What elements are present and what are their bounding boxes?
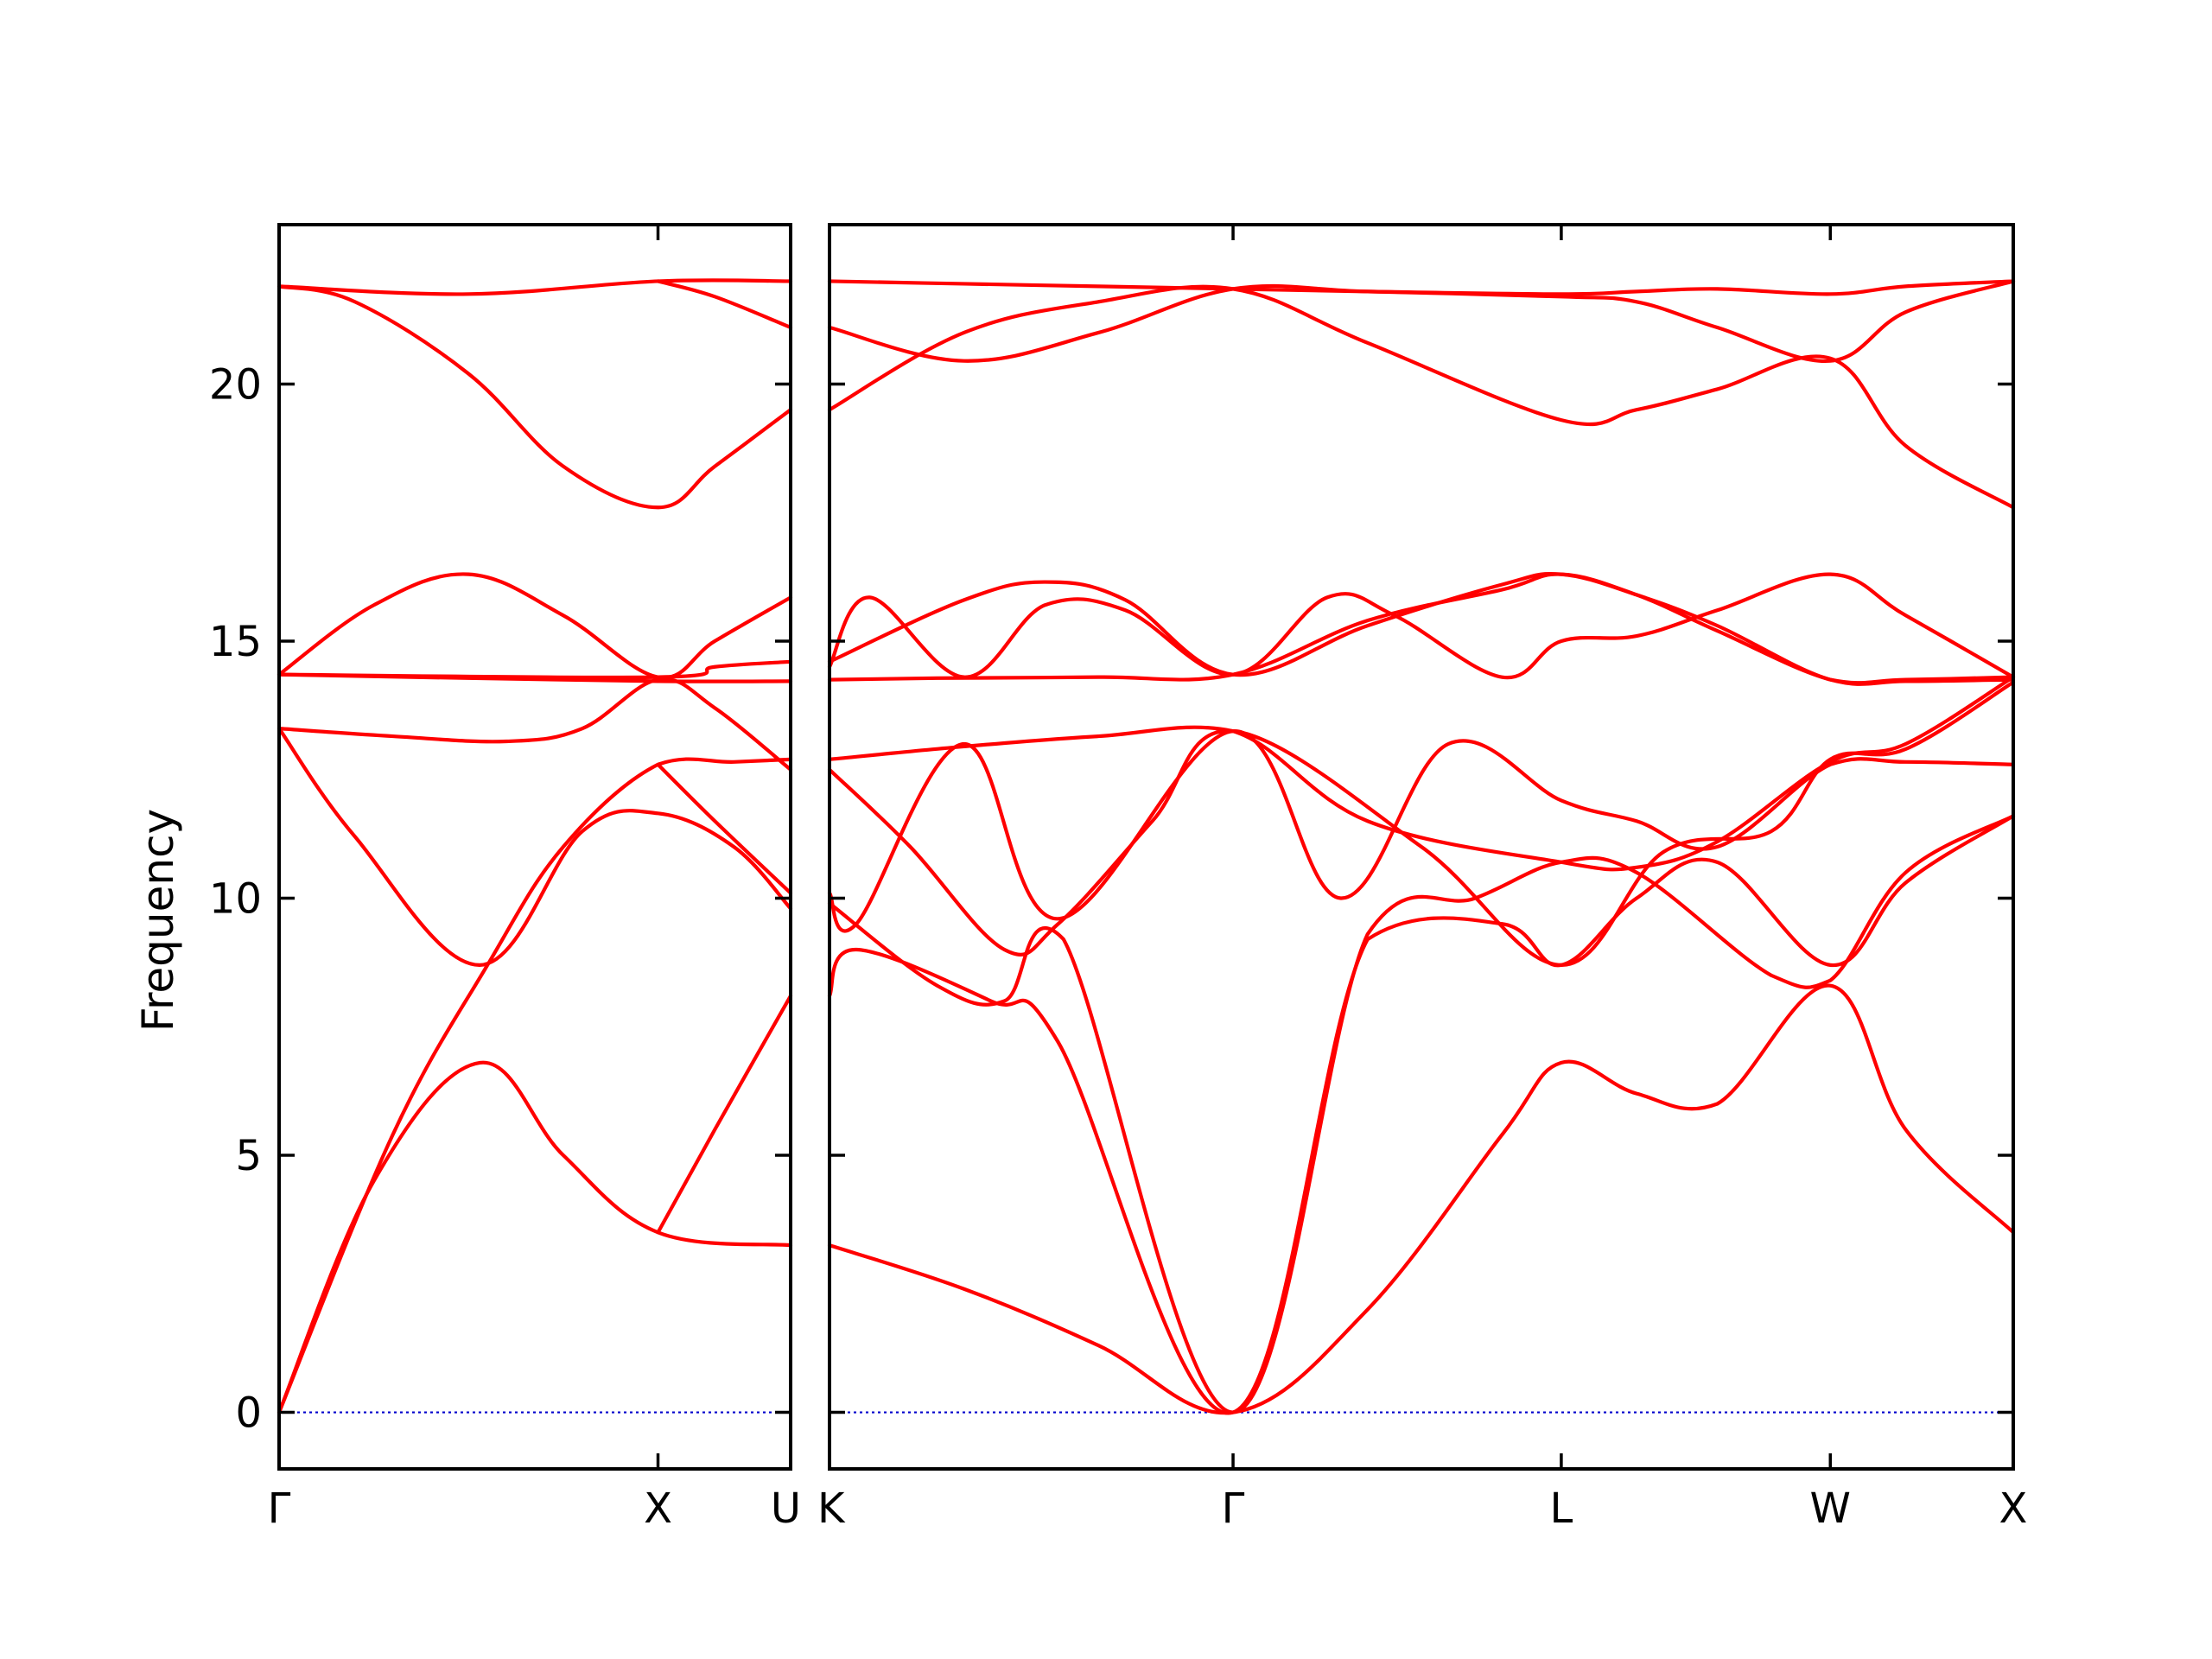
band-line-1: [276, 1060, 793, 1414]
band-line-7: [276, 278, 793, 296]
x-tick-label: U: [771, 1484, 801, 1533]
band-line-5: [827, 680, 2016, 967]
band-line-10: [827, 284, 2016, 510]
x-tick-label: X: [1999, 1484, 2028, 1533]
band-line-12: [827, 279, 2016, 296]
x-tick-label: Γ: [1222, 1484, 1245, 1533]
band-line-6: [276, 572, 793, 680]
band-line-2: [276, 757, 793, 1414]
band-line-3: [827, 814, 2016, 1414]
band-line-9: [276, 659, 793, 680]
x-tick-label: W: [1810, 1484, 1851, 1533]
band-line-11: [656, 994, 793, 1235]
panel-frame: [828, 223, 2015, 1471]
panel-frame: [277, 223, 792, 1471]
band-line-8: [276, 284, 793, 510]
y-tick-label: 5: [235, 1132, 262, 1180]
band-line-3: [276, 727, 793, 967]
band-line-9: [827, 571, 2016, 685]
band-line-12: [656, 279, 793, 330]
y-axis-title: Frequency: [133, 809, 183, 1032]
y-axis: 0 5 10 15 20: [209, 360, 262, 1437]
x-tick-label: X: [644, 1484, 672, 1533]
x-tick-label: Γ: [268, 1484, 291, 1533]
band-line-2: [827, 814, 2016, 1415]
x-tick-label: K: [817, 1484, 846, 1533]
band-line-10: [656, 762, 793, 895]
band-line-6: [827, 675, 2016, 872]
y-tick-label: 0: [235, 1389, 262, 1438]
y-tick-label: 15: [209, 618, 262, 666]
y-tick-label: 20: [209, 360, 262, 409]
y-tick-label: 10: [209, 875, 262, 924]
band-line-1: [827, 983, 2016, 1415]
x-tick-label: L: [1550, 1484, 1573, 1533]
band-line-8: [827, 572, 2016, 680]
band-line-4: [827, 729, 2016, 933]
band-line-4: [276, 677, 793, 772]
